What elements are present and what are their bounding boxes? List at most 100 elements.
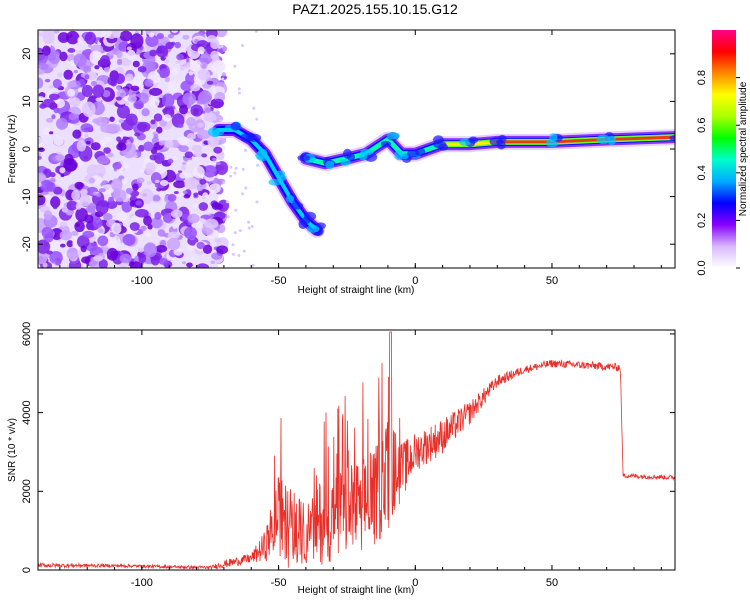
noise-blob <box>119 30 133 42</box>
noise-blob <box>158 257 169 265</box>
snr-x-tick-label: 50 <box>546 577 558 589</box>
noise-blob <box>67 81 77 88</box>
noise-blob <box>143 242 158 258</box>
noise-blob <box>88 177 96 184</box>
noise-blob <box>38 155 42 160</box>
noise-blob <box>73 69 79 74</box>
noise-blob <box>119 252 124 255</box>
noise-blob <box>53 107 60 114</box>
noise-blob <box>48 131 54 135</box>
noise-blob <box>173 190 179 195</box>
noise-dot <box>225 200 229 204</box>
noise-blob <box>67 88 76 97</box>
noise-blob <box>159 179 169 187</box>
noise-blob <box>149 49 158 57</box>
noise-blob <box>182 161 187 166</box>
noise-dot <box>234 166 238 170</box>
noise-blob <box>76 235 90 249</box>
noise-blob <box>156 126 163 134</box>
noise-blob <box>155 245 168 253</box>
noise-blob <box>80 123 94 133</box>
noise-blob <box>59 167 66 174</box>
noise-blob <box>66 247 78 260</box>
noise-blob <box>67 47 76 53</box>
noise-blob <box>77 250 82 256</box>
noise-blob <box>207 35 217 43</box>
noise-blob <box>198 202 209 211</box>
snr-x-tick-label: 0 <box>412 577 418 589</box>
colorbar-label: Normalized spectral amplitude <box>738 81 749 216</box>
noise-blob <box>207 135 219 148</box>
track-blob <box>255 151 266 160</box>
noise-blob <box>73 53 87 67</box>
noise-blob <box>44 233 54 243</box>
noise-blob <box>221 72 227 77</box>
noise-blob <box>41 127 51 136</box>
noise-blob <box>125 187 133 194</box>
noise-blob <box>38 136 43 146</box>
noise-blob <box>84 74 90 80</box>
noise-blob <box>81 256 91 264</box>
noise-blob <box>199 53 213 65</box>
noise-blob <box>203 112 217 123</box>
track-blob <box>268 178 282 186</box>
noise-blob <box>149 87 163 96</box>
noise-blob <box>47 50 61 65</box>
noise-blob <box>157 229 166 237</box>
track-blob <box>298 219 308 229</box>
track-blob <box>596 134 611 145</box>
noise-blob <box>90 80 98 87</box>
spectrogram-x-tick-label: 0 <box>412 275 418 287</box>
noise-blob <box>146 181 153 186</box>
noise-blob <box>124 101 129 107</box>
noise-blob <box>187 243 196 252</box>
noise-blob <box>93 255 104 262</box>
noise-blob <box>38 181 42 188</box>
spectrogram-y-tick-label: 20 <box>21 48 33 60</box>
noise-blob <box>92 84 105 98</box>
noise-dot <box>244 186 248 190</box>
noise-blob <box>118 57 132 66</box>
noise-blob <box>121 178 128 185</box>
noise-blob <box>116 211 128 222</box>
noise-blob <box>173 180 186 189</box>
noise-blob <box>75 223 81 227</box>
noise-blob <box>145 162 156 175</box>
track-blob <box>306 224 320 233</box>
noise-blob <box>172 156 178 161</box>
noise-blob <box>195 263 210 268</box>
noise-blob <box>167 80 180 93</box>
noise-blob <box>131 215 141 222</box>
noise-blob <box>196 241 205 250</box>
noise-blob <box>172 224 178 229</box>
noise-blob <box>74 221 85 233</box>
noise-blob <box>68 112 77 121</box>
noise-blob <box>132 183 139 192</box>
noise-blob <box>46 194 52 201</box>
noise-blob <box>101 30 112 38</box>
noise-blob <box>118 119 125 124</box>
noise-blob <box>162 108 168 114</box>
colorbar-tick-label: 0.6 <box>696 118 708 133</box>
noise-blob <box>90 142 101 151</box>
track-blob <box>489 137 504 146</box>
noise-blob <box>72 129 82 139</box>
noise-blob <box>76 140 87 152</box>
noise-dot <box>252 106 256 110</box>
noise-blob <box>82 101 96 118</box>
noise-dot <box>221 77 225 81</box>
noise-dot <box>220 152 224 156</box>
noise-blob <box>192 203 198 209</box>
noise-blob <box>182 190 188 194</box>
noise-blob <box>106 236 118 249</box>
noise-blob <box>210 260 215 265</box>
noise-blob <box>204 218 219 229</box>
noise-blob <box>164 58 170 64</box>
noise-blob <box>137 247 145 253</box>
noise-blob <box>79 194 91 207</box>
noise-blob <box>180 65 186 71</box>
track-blob <box>230 121 241 131</box>
noise-blob <box>164 139 174 149</box>
noise-dot <box>229 174 233 178</box>
noise-blob <box>197 122 204 128</box>
